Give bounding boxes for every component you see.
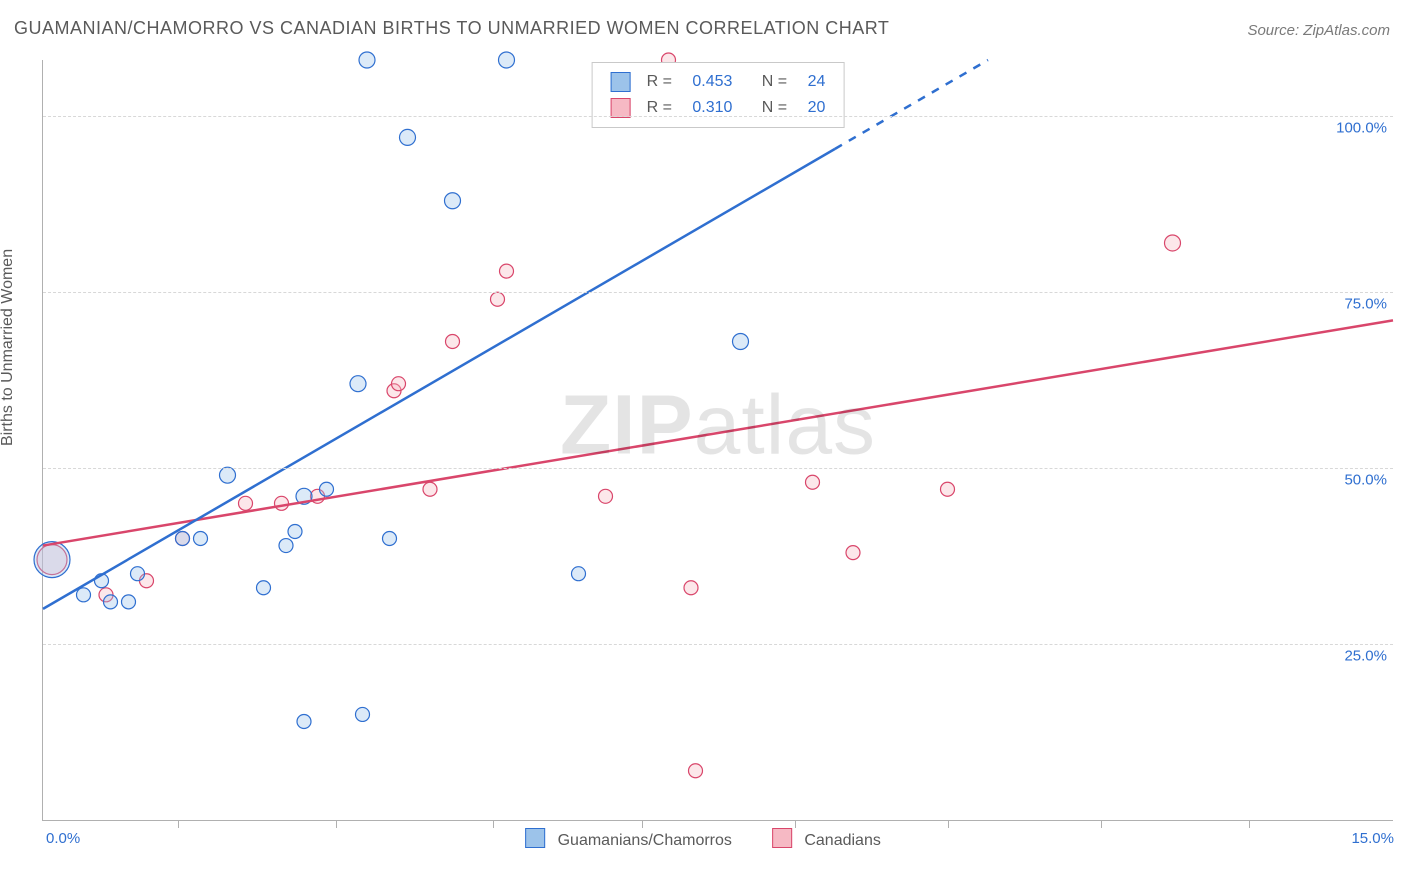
- x-tick: [948, 820, 949, 828]
- data-point: [131, 567, 145, 581]
- r-value-a: 0.453: [692, 69, 732, 95]
- data-point: [400, 129, 416, 145]
- data-point: [383, 532, 397, 546]
- chart-svg: [43, 60, 1393, 820]
- n-value-a: 24: [808, 69, 826, 95]
- swatch-a-icon: [525, 828, 545, 848]
- data-point: [320, 482, 334, 496]
- data-point: [279, 539, 293, 553]
- y-tick-label: 25.0%: [1344, 648, 1387, 665]
- legend-row-a: R = 0.453 N = 24: [611, 69, 826, 95]
- legend-label-a: Guamanians/Chamorros: [558, 832, 732, 849]
- swatch-b-icon: [611, 98, 631, 118]
- data-point: [599, 489, 613, 503]
- trend-line-dashed: [835, 60, 988, 149]
- correlation-legend: R = 0.453 N = 24 R = 0.310 N = 20: [592, 62, 845, 128]
- data-point: [572, 567, 586, 581]
- data-point: [288, 524, 302, 538]
- x-tick: [1101, 820, 1102, 828]
- swatch-a-icon: [611, 72, 631, 92]
- data-point: [220, 467, 236, 483]
- legend-item-a: Guamanians/Chamorros: [525, 828, 732, 850]
- x-tick: [642, 820, 643, 828]
- source-attribution: Source: ZipAtlas.com: [1247, 22, 1390, 39]
- data-point: [846, 546, 860, 560]
- trend-line: [43, 149, 835, 609]
- data-point: [359, 52, 375, 68]
- data-point: [77, 588, 91, 602]
- data-point: [684, 581, 698, 595]
- data-point: [194, 532, 208, 546]
- plot-area: R = 0.453 N = 24 R = 0.310 N = 20 ZIPatl…: [42, 60, 1393, 821]
- x-tick: [336, 820, 337, 828]
- x-tick: [178, 820, 179, 828]
- data-point: [445, 193, 461, 209]
- data-point: [176, 532, 190, 546]
- data-point: [356, 707, 370, 721]
- chart-title: GUAMANIAN/CHAMORRO VS CANADIAN BIRTHS TO…: [14, 18, 889, 39]
- data-point: [689, 764, 703, 778]
- legend-label-b: Canadians: [804, 832, 881, 849]
- data-point: [500, 264, 514, 278]
- data-point: [104, 595, 118, 609]
- y-tick-label: 75.0%: [1344, 296, 1387, 313]
- series-legend: Guamanians/Chamorros Canadians: [525, 828, 881, 850]
- r-label: R =: [647, 69, 672, 95]
- data-point: [446, 334, 460, 348]
- data-point: [275, 496, 289, 510]
- n-label: N =: [762, 69, 787, 95]
- gridline: [43, 644, 1393, 645]
- data-point: [1165, 235, 1181, 251]
- data-point: [297, 714, 311, 728]
- x-tick: [795, 820, 796, 828]
- data-point: [733, 333, 749, 349]
- data-point: [34, 542, 70, 578]
- legend-item-b: Canadians: [772, 828, 881, 850]
- trend-line: [43, 320, 1393, 545]
- data-point: [941, 482, 955, 496]
- gridline: [43, 468, 1393, 469]
- data-point: [257, 581, 271, 595]
- y-tick-label: 50.0%: [1344, 472, 1387, 489]
- gridline: [43, 292, 1393, 293]
- data-point: [491, 292, 505, 306]
- swatch-b-icon: [772, 828, 792, 848]
- gridline: [43, 116, 1393, 117]
- data-point: [350, 376, 366, 392]
- data-point: [122, 595, 136, 609]
- data-point: [806, 475, 820, 489]
- data-point: [423, 482, 437, 496]
- y-axis-label: Births to Unmarried Women: [0, 249, 17, 446]
- data-point: [499, 52, 515, 68]
- x-axis-max-label: 15.0%: [1351, 830, 1394, 847]
- data-point: [239, 496, 253, 510]
- data-point: [392, 377, 406, 391]
- x-tick: [1249, 820, 1250, 828]
- x-tick: [493, 820, 494, 828]
- y-tick-label: 100.0%: [1336, 120, 1387, 137]
- x-axis-min-label: 0.0%: [46, 830, 80, 847]
